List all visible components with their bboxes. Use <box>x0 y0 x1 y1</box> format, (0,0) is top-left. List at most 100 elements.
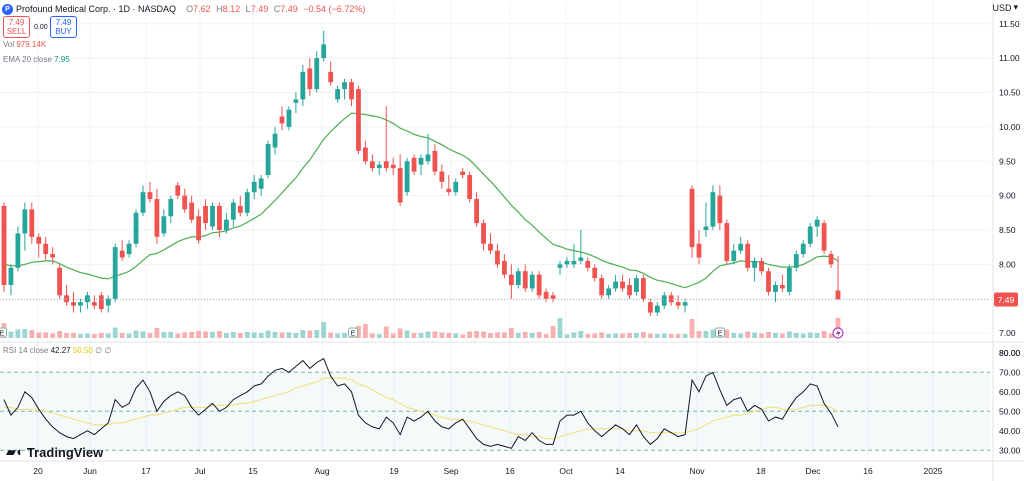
volume-bar <box>536 332 542 338</box>
volume-bar <box>57 331 62 338</box>
candle <box>599 274 605 299</box>
candle-body <box>780 285 785 289</box>
volume-bar <box>550 326 556 338</box>
candle-body <box>508 274 514 285</box>
candle-body <box>543 291 549 299</box>
volume-bar <box>488 333 493 338</box>
price-tick-label: 10.50 <box>999 88 1021 98</box>
volume-bar <box>43 332 49 338</box>
time-tick-label: 14 <box>615 466 625 476</box>
volume-bar <box>196 331 201 338</box>
candle <box>307 58 313 96</box>
volume-bar <box>710 329 716 338</box>
candle-body <box>335 89 340 100</box>
tradingview-mark-icon: ▰◖ <box>6 444 23 459</box>
volume-bar <box>342 333 347 338</box>
volume-bar <box>50 333 56 338</box>
volume-bar <box>675 334 681 338</box>
volume-bar <box>529 333 535 338</box>
volume-bar <box>508 328 514 338</box>
candle-body <box>474 199 479 224</box>
time-tick-label: 15 <box>248 466 258 476</box>
last-price-tag <box>994 292 1018 307</box>
candle-body <box>710 192 716 227</box>
buy-button[interactable]: 7.49 BUY <box>50 16 77 38</box>
candle <box>745 240 751 272</box>
candle <box>793 250 799 272</box>
candle <box>731 243 737 265</box>
candle-body <box>599 278 605 296</box>
candle <box>8 264 14 296</box>
candle <box>85 291 90 310</box>
trade-buttons: 7.49 SELL 0.00 7.49 BUY <box>3 16 77 38</box>
candle-body <box>536 274 542 296</box>
volume-bar <box>133 330 139 338</box>
symbol-title[interactable]: Profound Medical Corp. · 1D · NASDAQ <box>16 4 177 14</box>
volume-bar <box>738 333 744 338</box>
earnings-marker-label: E <box>0 331 5 338</box>
candle <box>376 161 382 175</box>
time-tick-label: 20 <box>33 466 43 476</box>
candle <box>675 295 681 310</box>
volume-bar <box>641 332 646 338</box>
volume-bar <box>495 332 500 338</box>
candle <box>1 202 7 292</box>
candle-body <box>36 236 42 244</box>
volume-bar <box>91 334 97 338</box>
change-value: −0.54 (−6.72%) <box>303 4 366 14</box>
candle-body <box>119 250 125 258</box>
volume-bar <box>752 332 757 338</box>
rsi-legend[interactable]: RSI 14 close 42.27 50.50 ∅ ∅ <box>3 346 111 355</box>
volume-bar <box>793 333 799 338</box>
currency-selector[interactable]: USD ▾ <box>992 2 1018 13</box>
tradingview-logo[interactable]: ▰◖ TradingView <box>6 444 103 460</box>
close-value: 7.49 <box>280 4 298 14</box>
candle-body <box>488 243 493 251</box>
candle <box>529 271 535 292</box>
candle-body <box>460 171 466 175</box>
price-tick-label: 8.00 <box>999 259 1016 269</box>
candle-body <box>411 157 417 172</box>
candle <box>641 274 646 303</box>
volume-bar <box>613 333 618 338</box>
candle-body <box>481 223 486 244</box>
candle-body <box>731 250 737 261</box>
earnings-marker: E <box>348 327 358 338</box>
time-tick-label: Nov <box>689 466 705 476</box>
candle <box>682 298 688 313</box>
volume-bar <box>64 333 69 338</box>
candle-body <box>105 298 111 306</box>
candle <box>821 219 827 255</box>
volume-bar <box>85 333 90 338</box>
candle-body <box>515 271 521 285</box>
rsi-ma-line <box>4 377 839 440</box>
candle <box>474 192 479 227</box>
candle <box>453 178 459 196</box>
candle-body <box>759 260 764 272</box>
candle-body <box>439 171 445 182</box>
volume-bar <box>460 334 466 338</box>
volume-value: 979.14K <box>16 40 47 49</box>
candle <box>286 106 292 131</box>
candle <box>488 233 493 255</box>
candle <box>78 298 83 313</box>
spread-value: 0.00 <box>34 23 48 31</box>
volume-legend[interactable]: Vol 979.14K <box>3 40 46 49</box>
candle-body <box>745 243 751 268</box>
volume-bar <box>571 332 577 338</box>
ema-legend[interactable]: EMA 20 close 7.95 <box>3 55 70 64</box>
candle-body <box>293 99 299 103</box>
open-label: O <box>186 4 194 14</box>
candle-body <box>210 205 215 227</box>
lightning-icon-glyph <box>836 329 841 338</box>
chart-header: P Profound Medical Corp. · 1D · NASDAQ O… <box>2 2 365 16</box>
candle <box>43 236 49 261</box>
candle <box>522 264 528 292</box>
volume-bar <box>314 330 320 338</box>
candle-body <box>376 164 382 169</box>
sell-button[interactable]: 7.49 SELL <box>3 16 30 38</box>
volume-bar <box>258 333 264 338</box>
candle <box>369 154 375 172</box>
volume-bar <box>821 331 827 338</box>
